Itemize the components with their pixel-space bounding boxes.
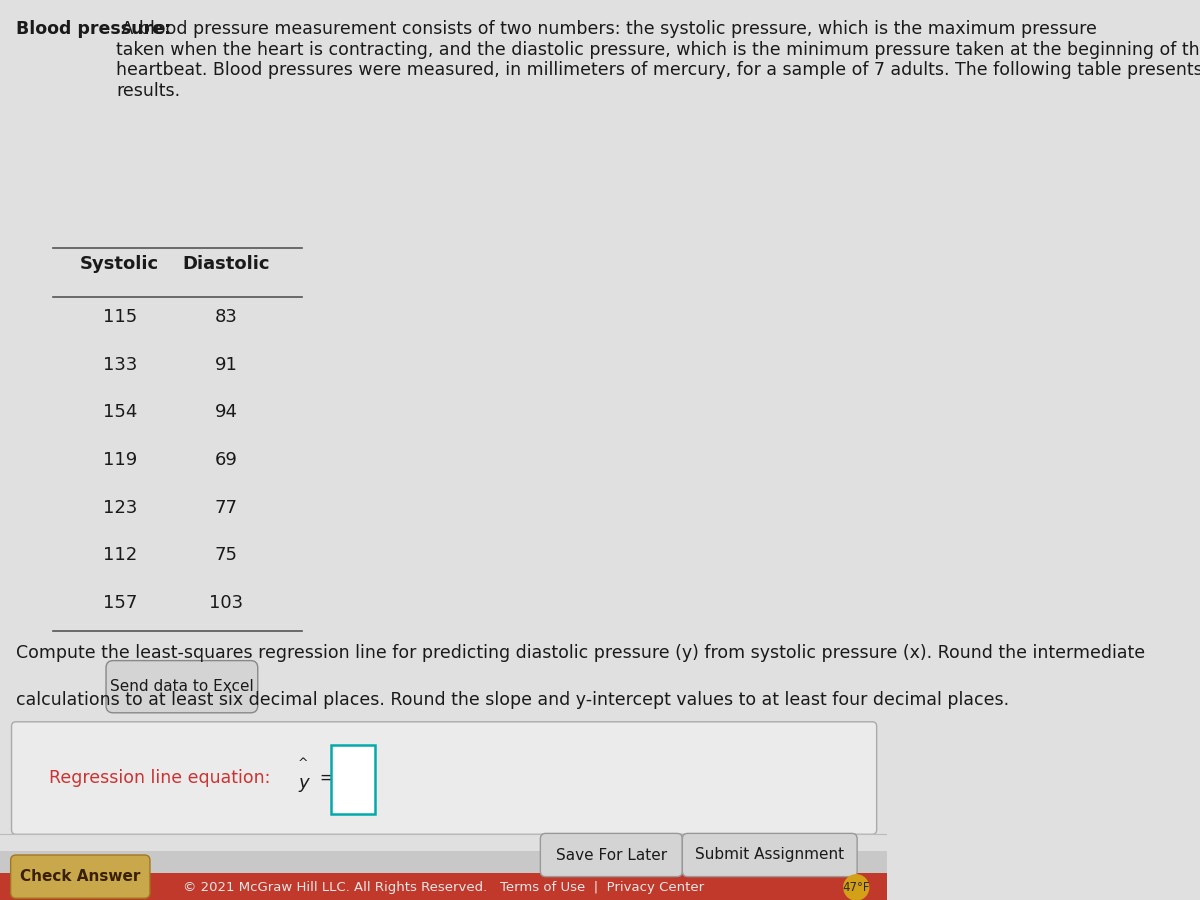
Text: 119: 119: [103, 451, 137, 469]
Text: 112: 112: [103, 546, 137, 564]
Text: 47°F: 47°F: [842, 881, 870, 894]
Text: 94: 94: [215, 403, 238, 421]
Text: Send data to Excel: Send data to Excel: [110, 680, 253, 694]
Text: 157: 157: [102, 594, 137, 612]
Text: =: =: [314, 769, 335, 787]
FancyBboxPatch shape: [106, 661, 258, 713]
Text: Check Answer: Check Answer: [20, 869, 140, 884]
Text: Blood pressure:: Blood pressure:: [16, 20, 172, 38]
Circle shape: [844, 875, 869, 900]
Text: 91: 91: [215, 356, 238, 373]
Text: ^: ^: [298, 757, 308, 770]
FancyBboxPatch shape: [331, 745, 376, 814]
Text: 83: 83: [215, 308, 238, 326]
Text: Submit Assignment: Submit Assignment: [695, 848, 845, 862]
Text: Compute the least-squares regression line for predicting diastolic pressure (y) : Compute the least-squares regression lin…: [16, 644, 1145, 662]
Text: 77: 77: [215, 499, 238, 517]
FancyBboxPatch shape: [540, 833, 683, 877]
FancyBboxPatch shape: [11, 855, 150, 898]
Text: Save For Later: Save For Later: [556, 848, 667, 862]
FancyBboxPatch shape: [683, 833, 857, 877]
Text: Regression line equation:: Regression line equation:: [49, 769, 276, 787]
Text: 154: 154: [102, 403, 137, 421]
Text: A blood pressure measurement consists of two numbers: the systolic pressure, whi: A blood pressure measurement consists of…: [116, 20, 1200, 100]
Text: Systolic: Systolic: [80, 255, 160, 273]
Text: 115: 115: [103, 308, 137, 326]
Text: calculations to at least six decimal places. Round the slope and y-intercept val: calculations to at least six decimal pla…: [16, 691, 1009, 709]
Bar: [0, 873, 887, 900]
Text: 69: 69: [215, 451, 238, 469]
Text: Diastolic: Diastolic: [182, 255, 270, 273]
Text: 123: 123: [102, 499, 137, 517]
Text: 75: 75: [215, 546, 238, 564]
Text: © 2021 McGraw Hill LLC. All Rights Reserved.   Terms of Use  |  Privacy Center: © 2021 McGraw Hill LLC. All Rights Reser…: [184, 881, 704, 894]
Text: 133: 133: [102, 356, 137, 373]
Text: y: y: [298, 773, 308, 792]
Text: 103: 103: [209, 594, 244, 612]
FancyBboxPatch shape: [12, 722, 877, 834]
Bar: [0, 850, 887, 900]
